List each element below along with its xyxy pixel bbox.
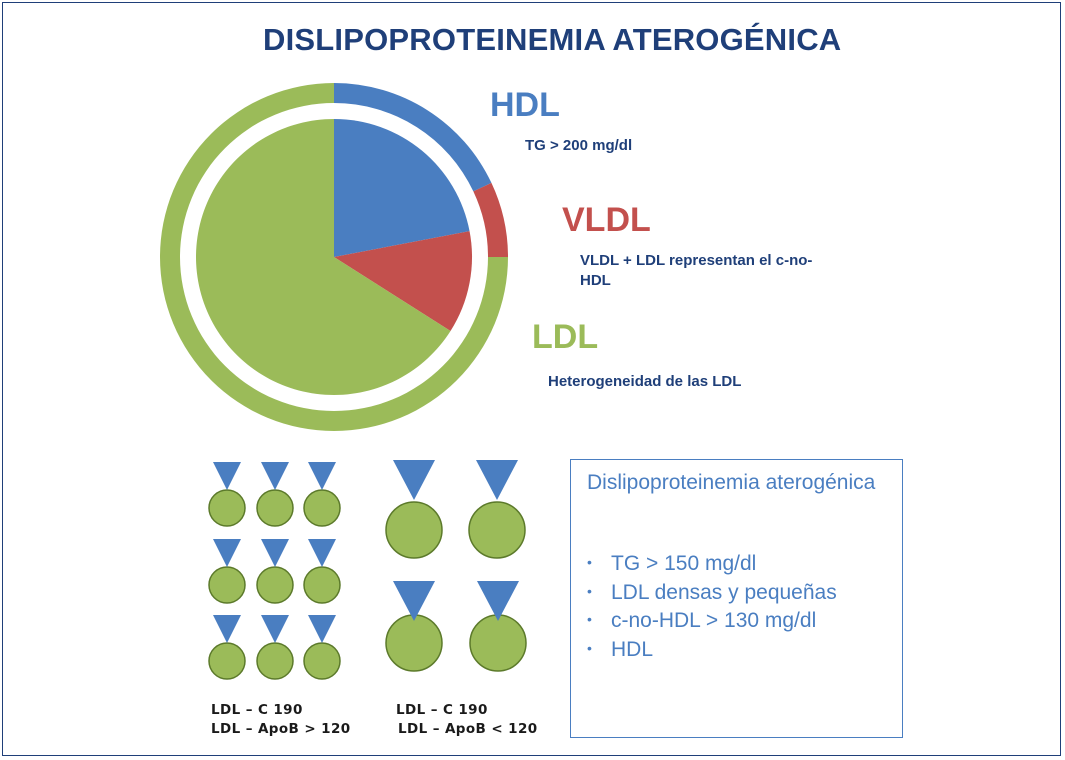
bullet-icon: • <box>587 582 592 599</box>
criteria-item-text: c-no-HDL > 130 mg/dl <box>611 609 817 632</box>
ldl-particle-sphere <box>468 501 526 559</box>
small-ldl-particle <box>208 615 246 680</box>
criteria-item-text: LDL densas y pequeñas <box>611 580 837 604</box>
ldl-particle-sphere <box>385 501 443 559</box>
apob-triangle-icon <box>261 539 289 567</box>
small-ldl-particle <box>303 615 341 680</box>
apob-triangle-icon <box>477 581 519 621</box>
small-ldl-particle <box>303 462 341 527</box>
small-ldl-caption-c: LDL – C 190 <box>211 702 303 718</box>
bullet-icon: • <box>587 639 592 656</box>
vldl-note: VLDL + LDL representan el c-no-HDL <box>580 252 813 289</box>
ldl-particle-sphere <box>303 642 341 680</box>
criteria-item: • LDL densas y pequeñas <box>587 578 837 607</box>
apob-triangle-icon <box>213 615 241 643</box>
pie-slice-ldl <box>196 119 451 396</box>
apob-triangle-icon <box>308 539 336 567</box>
vldl-label: VLDL <box>562 201 651 239</box>
criteria-item: • c-no-HDL > 130 mg/dl <box>587 606 837 635</box>
ldl-particle-sphere <box>208 566 246 604</box>
pie-slice-vldl <box>334 231 472 331</box>
ldl-particle-sphere <box>303 566 341 604</box>
large-ldl-particle <box>385 460 443 559</box>
ldl-particle-sphere <box>385 614 443 672</box>
small-ldl-particle <box>208 539 246 604</box>
ldl-particle-sphere <box>256 566 294 604</box>
large-ldl-particle <box>468 460 526 559</box>
small-ldl-particle <box>256 539 294 604</box>
small-ldl-particle <box>256 615 294 680</box>
criteria-list: • TG > 150 mg/dl • LDL densas y pequeñas •… <box>587 549 837 663</box>
bullet-icon: • <box>587 554 592 570</box>
apob-triangle-icon <box>308 462 336 490</box>
ring-segment-hdl <box>334 83 492 192</box>
bullet-icon: • <box>587 611 592 627</box>
small-ldl-particle <box>303 539 341 604</box>
apob-triangle-icon <box>308 615 336 643</box>
apob-triangle-icon <box>213 462 241 490</box>
apob-triangle-icon <box>261 462 289 490</box>
small-ldl-caption-apob: LDL – ApoB > 120 <box>211 721 351 737</box>
ldl-particle-sphere <box>208 489 246 527</box>
hdl-note: TG > 200 mg/dl <box>525 137 633 154</box>
ldl-particle-sphere <box>256 642 294 680</box>
pie-slice-hdl <box>334 119 470 257</box>
ldl-label: LDL <box>532 318 599 356</box>
ldl-particle-sphere <box>208 642 246 680</box>
criteria-box: Dislipoproteinemia aterogénica • TG > 150… <box>570 459 903 738</box>
small-ldl-particle <box>208 462 246 527</box>
hdl-label: HDL <box>490 86 560 124</box>
apob-triangle-icon <box>393 581 435 621</box>
apob-triangle-icon <box>393 460 435 500</box>
apob-triangle-icon <box>213 539 241 567</box>
criteria-item: • TG > 150 mg/dl <box>587 549 837 578</box>
criteria-item-text: HDL <box>611 637 654 661</box>
ring-segment-vldl <box>473 182 508 257</box>
large-ldl-particle <box>469 581 527 672</box>
ldl-particle-sphere <box>303 489 341 527</box>
ldl-particle-sphere <box>256 489 294 527</box>
large-ldl-particle <box>385 581 443 672</box>
criteria-item: • HDL <box>587 635 837 664</box>
ldl-note: Heterogeneidad de las LDL <box>548 373 742 390</box>
criteria-box-title: Dislipoproteinemia aterogénica <box>587 471 876 494</box>
small-ldl-particle <box>256 462 294 527</box>
large-ldl-caption-c: LDL – C 190 <box>396 702 488 718</box>
apob-triangle-icon <box>261 615 289 643</box>
page-title: DISLIPOPROTEINEMIA ATEROGÉNICA <box>263 22 842 57</box>
ldl-particle-sphere <box>469 614 527 672</box>
criteria-item-text: TG > 150 mg/dl <box>611 552 757 575</box>
large-ldl-caption-apob: LDL – ApoB < 120 <box>398 721 538 737</box>
apob-triangle-icon <box>476 460 518 500</box>
